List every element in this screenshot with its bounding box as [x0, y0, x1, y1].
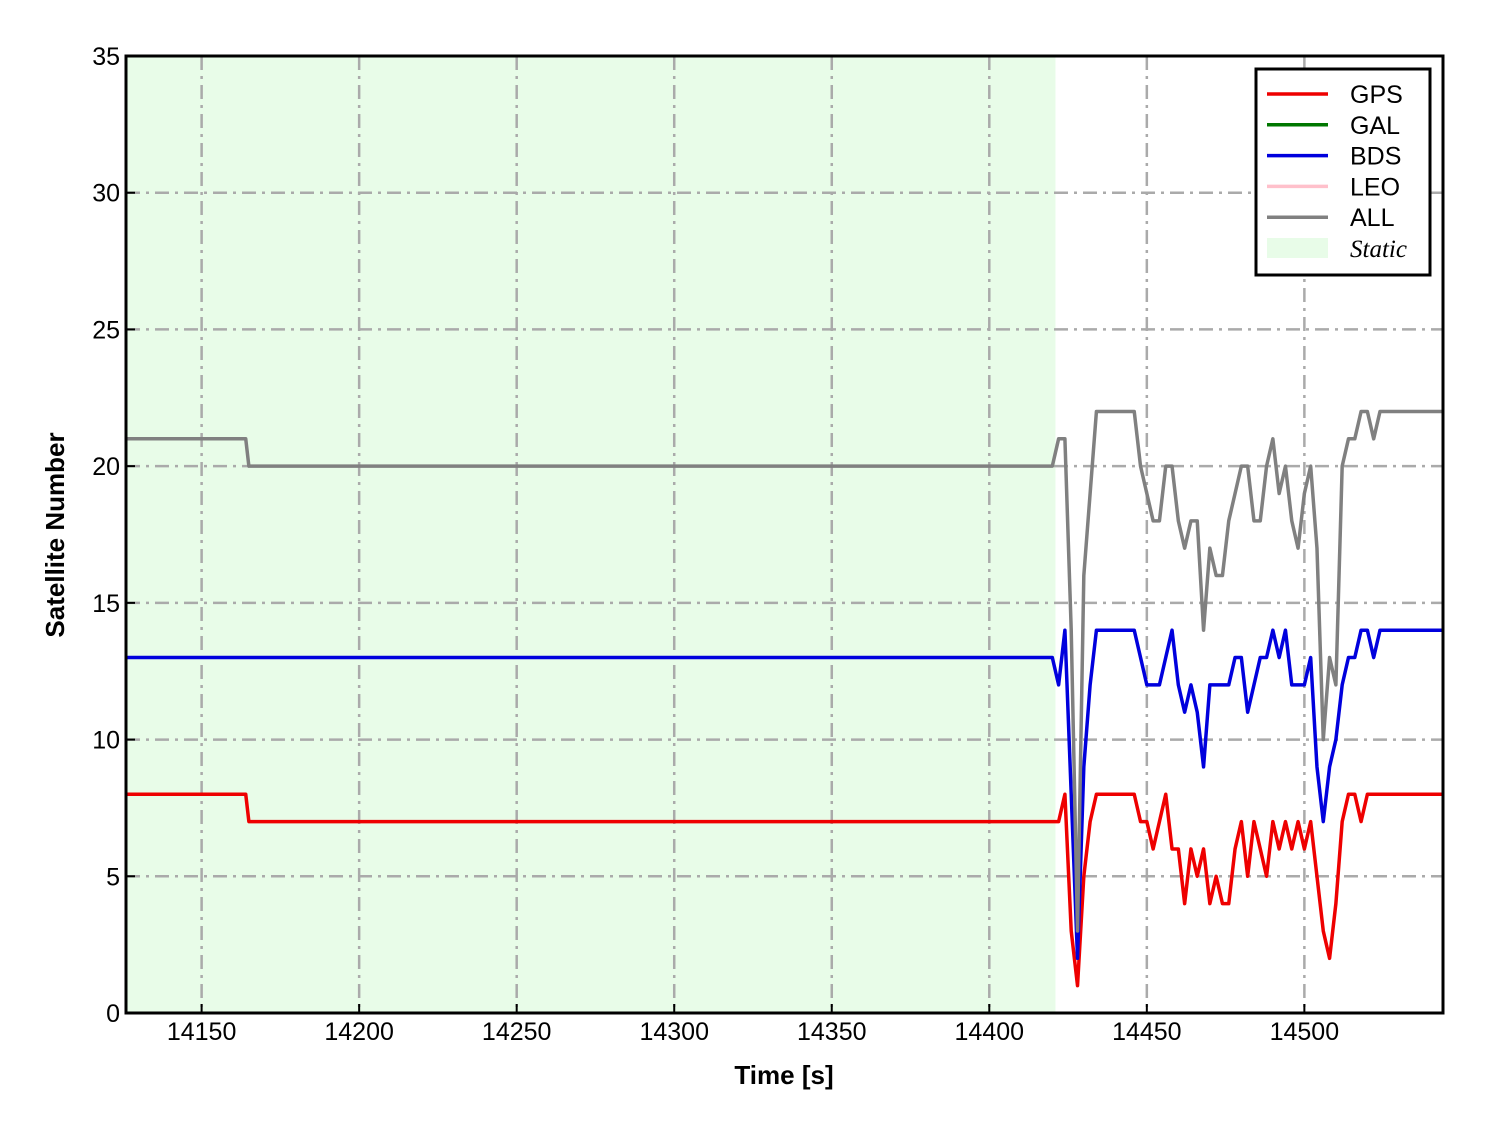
legend-label: Static: [1350, 236, 1407, 263]
y-tick-label: 5: [106, 863, 120, 891]
y-tick-label: 15: [92, 590, 120, 618]
x-tick-label: 14400: [955, 1018, 1025, 1046]
legend-label: BDS: [1350, 143, 1401, 171]
y-tick-label: 35: [92, 43, 120, 71]
legend-label: ALL: [1350, 204, 1395, 232]
x-tick-label: 14450: [1112, 1018, 1182, 1046]
series-line: [126, 409, 1443, 933]
static-span: [126, 56, 1056, 1013]
y-tick-label: 0: [106, 1000, 120, 1028]
x-tick-label: 14350: [797, 1018, 867, 1046]
y-tick-label: 10: [92, 727, 120, 755]
y-tick-label: 25: [92, 316, 120, 344]
y-tick-label: 30: [92, 180, 120, 208]
plot-frame: [124, 54, 1445, 1015]
legend-label: LEO: [1350, 173, 1400, 201]
y-axis-label: Satellite Number: [40, 432, 70, 637]
x-tick-label: 14500: [1270, 1018, 1340, 1046]
y-tick-label: 20: [92, 453, 120, 481]
legend-label: GAL: [1350, 112, 1400, 140]
series-line: [126, 792, 1443, 988]
series-line: [126, 628, 1443, 961]
x-axis-label: Time [s]: [734, 1060, 833, 1090]
x-tick-label: 14150: [167, 1018, 237, 1046]
legend-label: GPS: [1350, 81, 1403, 109]
x-tick-label: 14200: [324, 1018, 394, 1046]
x-tick-label: 14300: [639, 1018, 709, 1046]
legend-swatch: [1267, 238, 1328, 258]
x-tick-label: 14250: [482, 1018, 552, 1046]
